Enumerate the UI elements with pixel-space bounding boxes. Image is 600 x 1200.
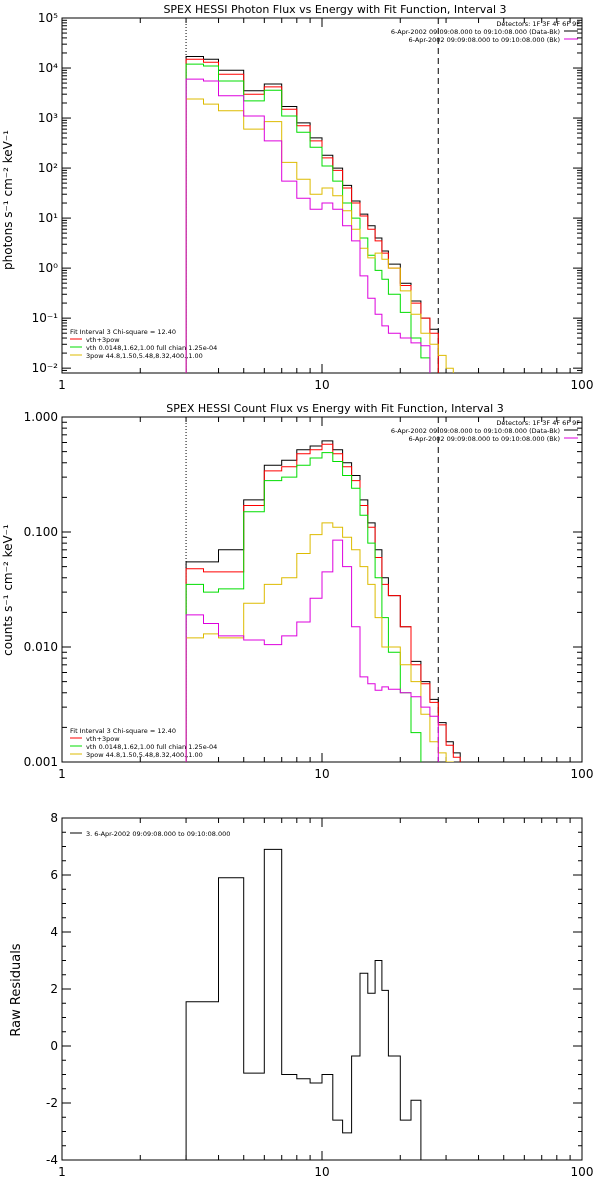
series-black-histogram [185, 440, 461, 762]
series-black-histogram [185, 848, 422, 1160]
x-tick-label: 100 [571, 378, 594, 392]
x-tick-label: 10 [314, 378, 329, 392]
header-line: 6-Apr-2002 09:09:08.000 to 09:10:08.000 … [391, 28, 560, 36]
x-tick-label: 10 [314, 767, 329, 781]
panel-title: SPEX HESSI Count Flux vs Energy with Fit… [166, 402, 503, 415]
y-tick-label: 0.001 [24, 755, 58, 769]
header-line: Detectors: 1F 3F 4F 6F 9F [496, 20, 580, 28]
y-tick-label: -2 [46, 1096, 58, 1110]
y-tick-label: -4 [46, 1153, 58, 1167]
y-axis-label: counts s⁻¹ cm⁻² keV⁻¹ [1, 524, 15, 656]
plot-area: 1 10 100 -4 -2 0 2 4 6 8 [46, 811, 593, 1179]
series-yellow-histogram [185, 98, 454, 373]
y-tick-label: 10¹ [38, 211, 58, 225]
header-line: 6-Apr-2002 09:09:08.000 to 09:10:08.000 … [409, 36, 560, 44]
y-tick-label: 1.000 [24, 410, 58, 424]
y-tick-label: 0.010 [24, 640, 58, 654]
series-red-histogram [185, 443, 461, 762]
legend-entry-3pow: 3pow 44.8,1.50,5.48,8.32,400.,1.00 [86, 751, 203, 759]
y-tick-label: 8 [50, 811, 58, 825]
y-tick-label: 10⁻¹ [32, 311, 59, 325]
fit-legend: Fit Interval 3 Chi-square = 12.40 vth+3p… [70, 727, 217, 759]
series-magenta-histogram [185, 78, 431, 373]
series-black-histogram [185, 56, 439, 373]
y-axis-label: photons s⁻¹ cm⁻² keV⁻¹ [1, 130, 15, 270]
x-tick-label: 10 [314, 1165, 329, 1179]
y-tick-label: 10³ [38, 111, 58, 125]
count-flux-panel: SPEX HESSI Count Flux vs Energy with Fit… [1, 402, 593, 781]
y-tick-label: 10² [38, 161, 58, 175]
y-tick-label: 0 [50, 1039, 58, 1053]
series-magenta-histogram [185, 539, 439, 762]
legend-header: Fit Interval 3 Chi-square = 12.40 [70, 727, 176, 735]
series-red-histogram [185, 58, 439, 373]
axes-frame [61, 817, 583, 1161]
legend-header: Fit Interval 3 Chi-square = 12.40 [70, 328, 176, 336]
panel-title: SPEX HESSI Photon Flux vs Energy with Fi… [163, 3, 506, 16]
residuals-panel: Raw Residuals 1 10 100 -4 -2 0 2 4 6 8 3. 6-Apr-2… [9, 811, 593, 1179]
x-tick-label: 1 [58, 1165, 66, 1179]
axes-frame [61, 17, 583, 374]
y-tick-label: 10⁴ [38, 61, 58, 75]
x-tick-label: 100 [571, 1165, 594, 1179]
legend-entry-total: vth+3pow [86, 336, 120, 344]
y-tick-label: 0.100 [24, 525, 58, 539]
header-line: 6-Apr-2002 09:09:08.000 to 09:10:08.000 … [409, 435, 560, 443]
plot-area: 1 10 100 10⁻² 10⁻¹ 10⁰ 10¹ 10² 10³ 10⁴ 10⁵ [32, 11, 594, 392]
legend-entry-total: vth+3pow [86, 735, 120, 743]
x-tick-label: 1 [58, 378, 66, 392]
header-line: Detectors: 1F 3F 4F 6F 9F [496, 419, 580, 427]
detector-header: Detectors: 1F 3F 4F 6F 9F 6-Apr-2002 09:… [391, 20, 580, 44]
plot-area: 1 10 100 0.001 0.010 0.100 1.000 [24, 410, 594, 781]
legend-entry-interval: 3. 6-Apr-2002 09:09:08.000 to 09:10:08.0… [86, 830, 230, 838]
x-tick-label: 100 [571, 767, 594, 781]
y-tick-label: 10⁰ [38, 261, 58, 275]
y-tick-label: 6 [50, 868, 58, 882]
y-tick-label: 10⁵ [38, 11, 58, 25]
legend-entry-vth: vth 0.0148,1.62,1.00 full chian 1.25e-04 [86, 743, 217, 751]
photon-flux-panel: SPEX HESSI Photon Flux vs Energy with Fi… [1, 3, 593, 392]
residual-legend: 3. 6-Apr-2002 09:09:08.000 to 09:10:08.0… [70, 830, 230, 838]
x-tick-label: 1 [58, 767, 66, 781]
header-line: 6-Apr-2002 09:09:08.000 to 09:10:08.000 … [391, 427, 560, 435]
series-yellow-histogram [185, 522, 454, 762]
legend-entry-vth: vth 0.0148,1.62,1.00 full chian 1.25e-04 [86, 344, 217, 352]
y-tick-label: 4 [50, 925, 58, 939]
legend-entry-3pow: 3pow 44.8,1.50,5.48,8.32,400.,1.00 [86, 352, 203, 360]
series-green-histogram [185, 452, 422, 762]
y-tick-label: 2 [50, 982, 58, 996]
detector-header: Detectors: 1F 3F 4F 6F 9F 6-Apr-2002 09:… [391, 419, 580, 443]
fit-legend: Fit Interval 3 Chi-square = 12.40 vth+3p… [70, 328, 217, 360]
y-axis-label: Raw Residuals [9, 943, 24, 1036]
y-tick-label: 10⁻² [32, 361, 59, 375]
